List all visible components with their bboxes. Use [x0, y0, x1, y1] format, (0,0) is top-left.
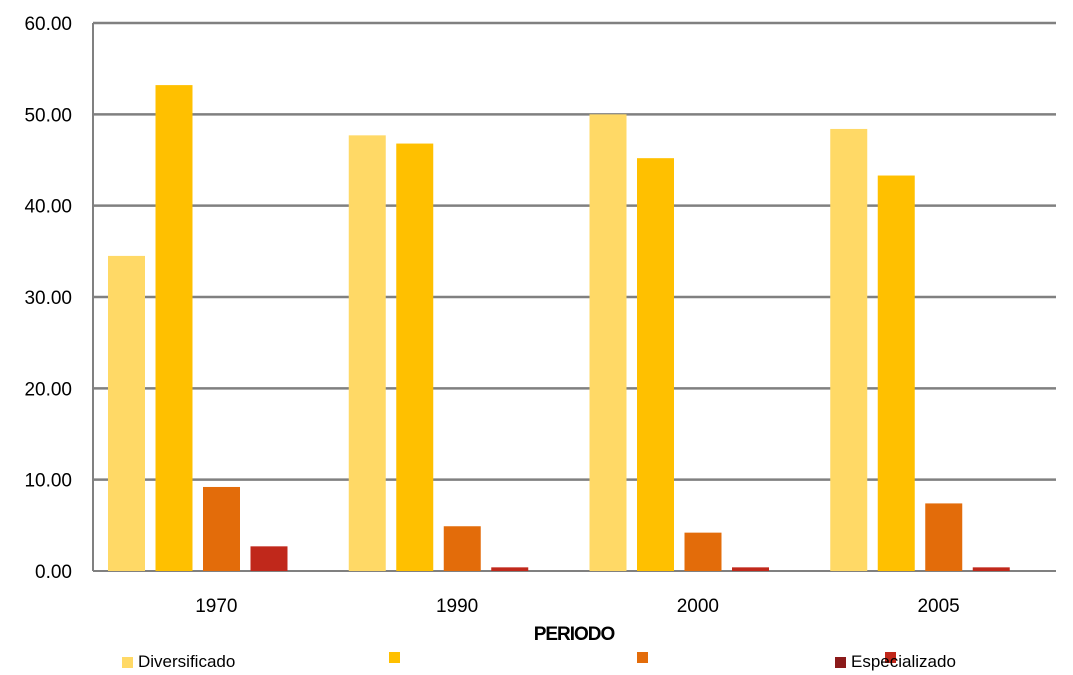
legend: Diversificado Especializado — [0, 652, 1073, 674]
legend-item — [637, 652, 653, 663]
legend-item — [389, 652, 405, 663]
bar-1970-series-2 — [155, 85, 193, 572]
x-tick-label: 2005 — [917, 596, 959, 617]
x-axis-label: PERIODO — [534, 624, 615, 645]
y-tick-label: 10.00 — [24, 471, 72, 492]
bar-2005-series-2 — [877, 175, 915, 571]
y-tick-label: 60.00 — [24, 14, 72, 35]
legend-swatch — [122, 656, 133, 668]
y-tick-label: 30.00 — [24, 288, 72, 309]
x-tick-labels: 1970 1990 2000 2005 — [195, 596, 960, 617]
legend-swatch — [637, 652, 648, 663]
bar-1970-series-4 — [250, 546, 288, 571]
legend-item — [885, 652, 901, 663]
legend-swatch — [885, 652, 896, 663]
bar-2005-series-4 — [972, 567, 1010, 571]
bar-2000-series-2 — [637, 158, 674, 571]
bar-1970-series-1 — [108, 255, 145, 571]
y-tick-label: 50.00 — [24, 105, 72, 126]
legend-label: Especializado — [851, 652, 956, 671]
legend-swatch — [835, 656, 846, 668]
bar-1990-series-3 — [443, 526, 481, 571]
bar-2005-series-3 — [925, 503, 963, 571]
legend-label: Diversificado — [138, 652, 236, 671]
legend-item: Diversificado — [122, 652, 235, 672]
bar-2005-series-1 — [830, 128, 868, 572]
bars — [108, 85, 1010, 572]
bar-2000-series-4 — [732, 567, 769, 571]
bar-2000-series-1 — [589, 114, 627, 571]
bar-1990-series-2 — [396, 143, 434, 571]
x-tick-label: 1990 — [436, 596, 478, 617]
y-tick-labels: 0.00 10.00 20.00 30.00 40.00 50.00 60.00 — [24, 14, 72, 583]
x-tick-label: 2000 — [677, 596, 719, 617]
legend-swatch — [389, 652, 400, 663]
x-tick-label: 1970 — [195, 596, 237, 617]
bar-2000-series-3 — [684, 532, 722, 571]
bar-1990-series-4 — [491, 567, 529, 571]
y-tick-label: 0.00 — [35, 562, 72, 583]
y-tick-label: 20.00 — [24, 379, 72, 400]
y-tick-label: 40.00 — [24, 197, 72, 218]
legend-item: Especializado — [835, 652, 956, 672]
bar-1990-series-1 — [348, 135, 386, 571]
bar-1970-series-3 — [203, 486, 240, 571]
